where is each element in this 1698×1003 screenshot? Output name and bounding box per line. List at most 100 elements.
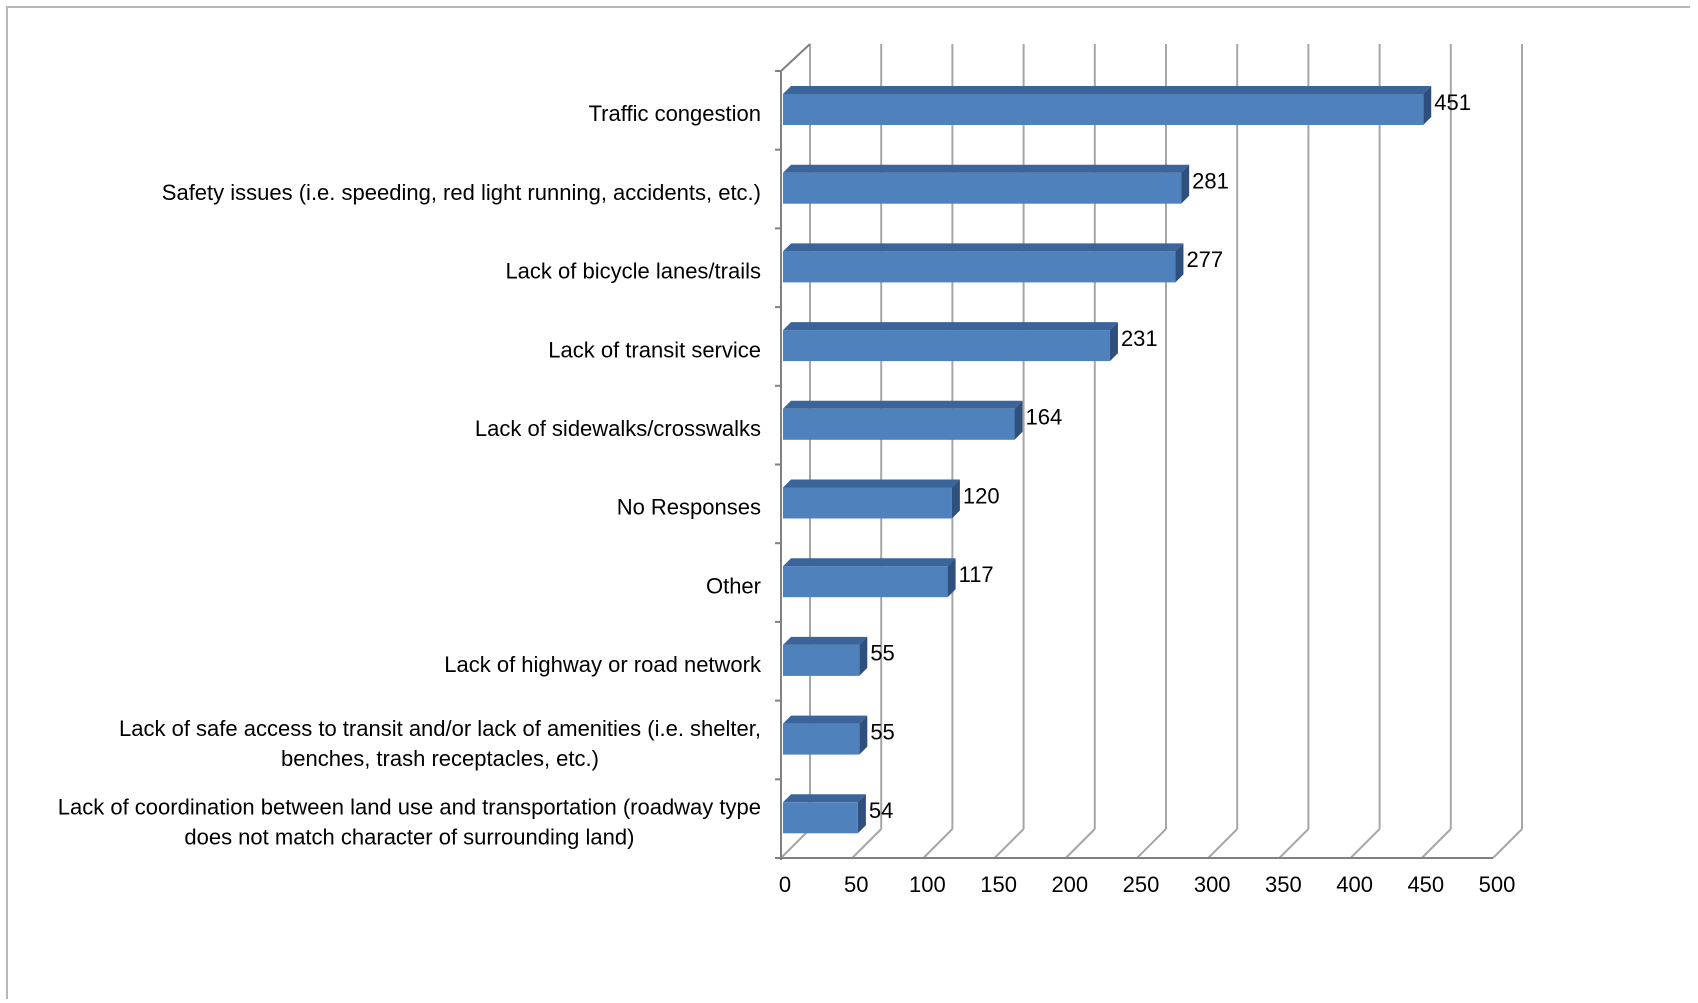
data-label: 281 (1192, 169, 1229, 194)
category-label-line: Traffic congestion (589, 101, 761, 126)
axes (775, 43, 1493, 860)
bar (783, 243, 1184, 283)
floor-gridline-1 (851, 828, 882, 859)
bar-top-face (783, 164, 1190, 173)
data-label: 55 (870, 719, 894, 744)
bar-top-face (783, 243, 1184, 252)
category-label-line: Other (706, 573, 761, 598)
category-label: Lack of transit service (548, 337, 761, 362)
category-label-line: Safety issues (i.e. speeding, red light … (162, 180, 761, 205)
bar-front-face (783, 408, 1015, 440)
x-tick-label: 50 (844, 872, 868, 897)
floor-gridline-3 (993, 828, 1025, 859)
x-tick-label: 150 (980, 872, 1017, 897)
category-label-line: benches, trash receptacles, etc.) (281, 746, 599, 771)
bar (783, 400, 1023, 440)
floor-gridline-5 (1136, 828, 1167, 859)
category-label: Lack of sidewalks/crosswalks (475, 416, 761, 441)
bar-top-face (783, 636, 868, 645)
bar-chart: Traffic congestion Safety issues (i.e. sp… (58, 43, 1523, 897)
bar-side-face (951, 479, 960, 519)
data-label: 120 (963, 483, 1000, 508)
x-tick-label: 350 (1265, 872, 1302, 897)
x-tick-label: 100 (909, 872, 946, 897)
bar (783, 479, 960, 519)
category-label-line: Lack of coordination between land use an… (58, 794, 761, 819)
data-label: 54 (869, 798, 893, 823)
bar (783, 322, 1118, 362)
bars (783, 86, 1432, 834)
data-label: 117 (959, 562, 994, 587)
bar (783, 715, 868, 755)
data-labels: 451 281 277 231 164 120 117 55 55 54 (869, 90, 1471, 823)
floor-gridline-8 (1349, 828, 1381, 859)
data-label: 231 (1121, 326, 1158, 351)
x-tick-label: 400 (1336, 872, 1373, 897)
bar-front-face (783, 644, 860, 676)
bar-top-face (783, 794, 866, 803)
floor-gridline-2 (922, 828, 954, 859)
category-label: Lack of coordination between land use an… (58, 794, 761, 849)
bar-top-face (783, 322, 1118, 331)
bar-side-face (1175, 243, 1184, 283)
category-label-line: Lack of bicycle lanes/trails (505, 259, 761, 284)
bar-front-face (783, 94, 1424, 125)
bar-top-face (783, 400, 1023, 409)
category-label-line: does not match character of surrounding … (184, 824, 634, 849)
floor-gridline-9 (1421, 828, 1452, 859)
category-label: Other (706, 573, 761, 598)
bar-top-face (783, 558, 956, 567)
data-label: 277 (1186, 247, 1223, 272)
bar (783, 636, 868, 676)
floor-gridline-7 (1278, 828, 1310, 859)
bar (783, 558, 956, 598)
bar-front-face (783, 172, 1182, 204)
category-label: Lack of safe access to transit and/or la… (119, 716, 761, 771)
category-label-line: Lack of sidewalks/crosswalks (475, 416, 761, 441)
bar-front-face (783, 487, 952, 519)
category-label: Safety issues (i.e. speeding, red light … (162, 180, 761, 205)
bar-front-face (783, 566, 948, 598)
bar-side-face (859, 715, 868, 755)
category-label-line: Lack of highway or road network (444, 652, 762, 677)
bar-front-face (783, 330, 1110, 362)
data-label: 55 (870, 641, 894, 666)
category-label-line: Lack of safe access to transit and/or la… (119, 716, 761, 741)
bar-side-face (1014, 400, 1023, 440)
bar-top-face (783, 479, 960, 488)
bar-side-face (1181, 164, 1190, 204)
category-label: No Responses (617, 495, 761, 520)
data-label: 451 (1434, 90, 1471, 115)
bar-side-face (947, 558, 956, 598)
category-label: Lack of highway or road network (444, 652, 762, 677)
bar (783, 794, 866, 834)
x-tick-label: 450 (1407, 872, 1444, 897)
x-tick-label: 300 (1194, 872, 1231, 897)
floor-gridline-10 (1492, 828, 1523, 859)
bar-front-face (783, 723, 860, 755)
bar-side-face (1109, 322, 1118, 362)
bar-side-face (859, 636, 868, 676)
chart-frame: Traffic congestion Safety issues (i.e. sp… (6, 6, 1690, 999)
category-label-line: Lack of transit service (548, 337, 761, 362)
x-tick-label: 500 (1479, 872, 1516, 897)
bar-top-face (783, 86, 1432, 94)
bar-side-face (1423, 86, 1432, 125)
bar-front-face (783, 251, 1176, 283)
floor-gridline-4 (1065, 828, 1096, 859)
category-label-line: No Responses (617, 495, 761, 520)
bar (783, 86, 1432, 125)
floor-gridline-6 (1207, 828, 1238, 859)
category-label: Traffic congestion (589, 101, 761, 126)
category-labels: Traffic congestion Safety issues (i.e. sp… (58, 101, 762, 849)
data-label: 164 (1026, 405, 1063, 430)
category-label: Lack of bicycle lanes/trails (505, 259, 761, 284)
x-tick-label: 0 (779, 872, 791, 897)
bar-front-face (783, 802, 858, 834)
x-tick-labels: 0 50 100 150 200 250 300 350 400 450 500 (779, 872, 1515, 897)
floor-gridline-0 (780, 828, 811, 859)
bar-side-face (857, 794, 866, 834)
x-tick-label: 200 (1051, 872, 1088, 897)
bar (783, 164, 1190, 204)
bar-top-face (783, 715, 868, 724)
